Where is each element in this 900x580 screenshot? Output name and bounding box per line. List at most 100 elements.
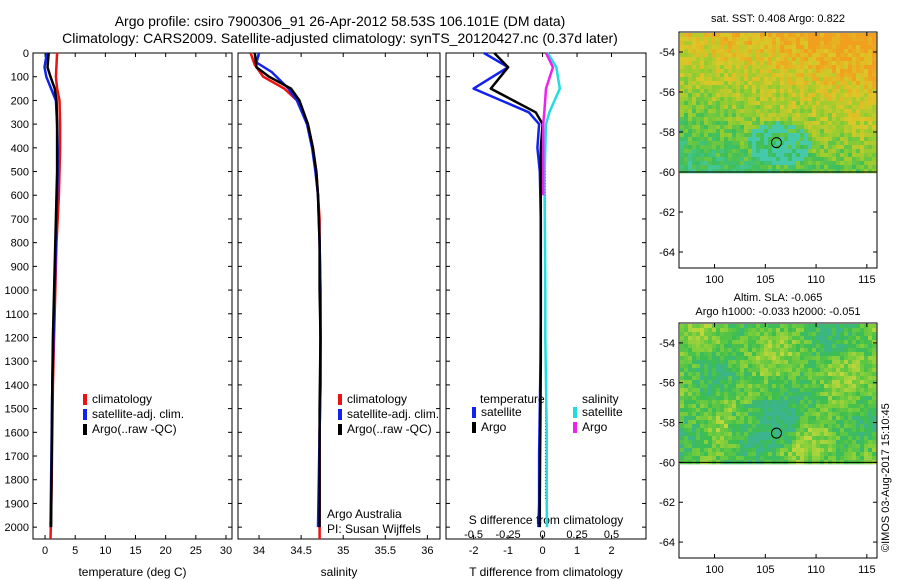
sst-map-cell [864,37,869,42]
sst-map-cell [760,153,765,158]
sst-map-cell [768,49,773,54]
sla-map-cell [812,336,817,341]
sla-map-cell [864,440,869,445]
sla-map-cell [732,416,737,421]
sst-map-cell [820,165,825,170]
sla-map-cell [796,452,801,457]
sst-map-cell [768,133,773,138]
sla-map-cell [856,436,861,441]
sla-map-cell [776,328,781,333]
sst-map-cell [748,33,753,38]
sst-map-cell [864,165,869,170]
sla-map-cell [828,352,833,357]
sla-map-cell [828,380,833,385]
sst-map-cell [844,137,849,142]
sst-map-cell [780,157,785,162]
sla-map-cell [748,420,753,425]
sla-map-cell [708,372,713,377]
sst-map-cell [796,105,801,110]
sst-map-cell [684,45,689,50]
sla-map-cell [688,340,693,345]
sla-map-cell [768,368,773,373]
sst-map-cell [824,165,829,170]
sst-map-cell [752,49,757,54]
sla-map-cell [716,360,721,365]
sst-map-cell [704,117,709,122]
sst-map-cell [776,65,781,70]
sst-map-cell [760,53,765,58]
sla-map-cell [756,408,761,413]
sla-map-cell [724,416,729,421]
sla-map-cell [820,364,825,369]
sla-map-cell [688,376,693,381]
sla-map-cell [756,436,761,441]
sst-map-cell [732,121,737,126]
sst-map-cell [848,149,853,154]
sla-map-cell [828,392,833,397]
sla-map-cell [852,456,857,461]
y-tick-label: 1000 [5,285,29,297]
sla-map-cell [868,408,873,413]
sst-map-cell [836,41,841,46]
sla-map-cell [856,392,861,397]
sst-map-cell [780,97,785,102]
sst-map-cell [816,169,821,174]
sla-map-cell [872,364,877,369]
sst-map-cell [820,49,825,54]
sla-map-cell [724,412,729,417]
sla-map-cell [848,352,853,357]
sst-map-cell [812,37,817,42]
sst-map-cell [696,77,701,82]
sla-map-cell [772,440,777,445]
sla-map-cell [708,404,713,409]
sla-map-cell [852,420,857,425]
sst-map-cell [732,81,737,86]
sla-map-cell [720,432,725,437]
sst-map-cell [772,65,777,70]
sst-map-cell [860,89,865,94]
sla-map-cell [708,432,713,437]
sla-map-cell [760,336,765,341]
sst-map-cell [832,49,837,54]
sla-map-cell [692,372,697,377]
sla-map-cell [744,456,749,461]
sla-map-cell [680,372,685,377]
sst-map-cell [736,97,741,102]
sst-map-cell [840,165,845,170]
sst-map-cell [684,77,689,82]
sst-map-cell [688,41,693,46]
sla-map-cell [692,416,697,421]
sst-map-cell [720,113,725,118]
sla-map-cell [756,448,761,453]
sst-map-cell [788,149,793,154]
sla-map-cell [828,328,833,333]
sla-map-cell [680,360,685,365]
sst-map-cell [724,41,729,46]
sla-map-cell [820,344,825,349]
sla-map-cell [788,352,793,357]
sla-map-cell [848,328,853,333]
sla-map-cell [732,400,737,405]
sla-map-cell [800,368,805,373]
sst-map-cell [692,113,697,118]
sla-map-cell [804,440,809,445]
sst-map-cell [808,101,813,106]
sst-map-cell [764,141,769,146]
sla-map-cell [736,332,741,337]
sla-map-cell [692,396,697,401]
sst-map-cell [836,93,841,98]
sst-map-cell [744,49,749,54]
sst-map-cell [748,161,753,166]
sla-map-cell [804,332,809,337]
sst-map-cell [788,33,793,38]
sla-map-cell [760,392,765,397]
map-y-tick-label: -60 [659,457,675,469]
sla-map-cell [700,436,705,441]
sla-map-cell [796,392,801,397]
sst-map-cell [796,89,801,94]
sla-map-cell [872,404,877,409]
sla-map-cell [836,388,841,393]
sst-map-cell [728,121,733,126]
sst-map-cell [836,137,841,142]
sla-map-cell [748,356,753,361]
